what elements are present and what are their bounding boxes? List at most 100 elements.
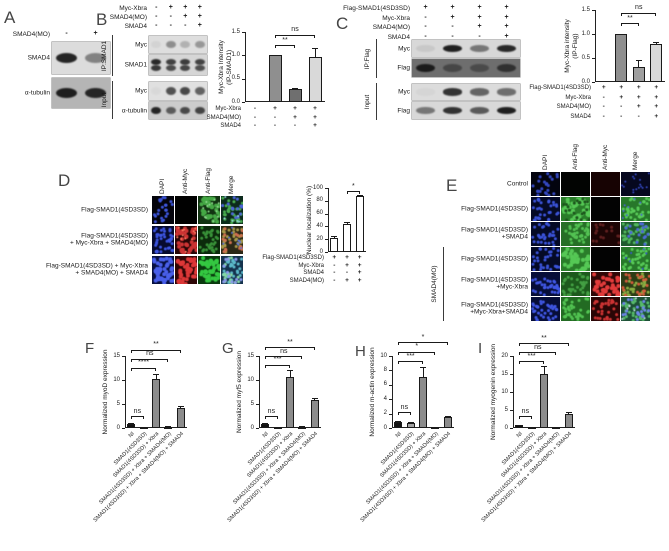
y-tick (592, 34, 595, 35)
y-tick (325, 239, 328, 241)
micro-cell (152, 256, 174, 284)
error-bar (155, 374, 157, 379)
blot-band (442, 44, 463, 53)
y-tick (389, 370, 392, 372)
chart-i: I Normalized myogenin expression 0 5 10 15 20… (468, 334, 628, 548)
y-tick (592, 82, 595, 83)
panel-a-letter: A (4, 8, 16, 27)
x-tick-label: NI (394, 431, 403, 440)
x-tick-label: SMAD1(4SD3SD) + Xbra + SMAD4(MO) + SMAD4 (226, 431, 320, 524)
bar (419, 376, 427, 428)
condition-sign: + (477, 4, 482, 11)
error-bar-cap (311, 397, 318, 399)
y-tick-label: 1.5 (231, 28, 240, 35)
error-bar-cap (153, 374, 159, 376)
bar (164, 426, 173, 429)
matrix-sign: - (253, 105, 257, 112)
y-tick-label: 10 (247, 376, 254, 383)
blot-band (496, 63, 517, 73)
bar (273, 427, 282, 430)
sig-bracket (398, 361, 423, 365)
blot-band (442, 63, 463, 73)
micro-cell (175, 226, 197, 254)
y-tick (389, 399, 392, 401)
condition-sign: + (504, 4, 509, 11)
sig-bracket (265, 356, 303, 359)
matrix-sign: - (253, 122, 257, 129)
sig-bracket (275, 45, 295, 49)
group-label: SMAD4(MO) (430, 265, 438, 303)
bar (310, 399, 319, 428)
y-tick (510, 392, 513, 393)
blot-label: Myc (398, 44, 410, 52)
sig-bracket (265, 347, 315, 351)
blot-band (469, 88, 490, 96)
error-bar-cap (420, 366, 426, 368)
matrix-sign: + (313, 122, 317, 129)
row-label: Flag-SMAD1(4SD3SD) +Myc-Xbra+SMAD4 (461, 301, 528, 316)
micro-cell (152, 226, 174, 254)
y-tick-label: 15 (113, 352, 120, 359)
condition-label: SMAD4(MO) (109, 14, 147, 21)
bar (288, 88, 302, 102)
panel-b: B Myc-Xbra - + + + SMAD4(MO) - - + + SMAD4- - - + IP:S… (96, 2, 222, 132)
matrix-sign: + (601, 84, 606, 91)
bar (443, 417, 452, 428)
condition-label: SMAD4(MO) (12, 31, 50, 38)
micro-cell (175, 196, 197, 224)
blot-band (165, 40, 176, 49)
blot-band (469, 44, 490, 53)
y-tick-label: 0 (250, 424, 254, 431)
y-tick (389, 413, 392, 415)
micro-cell (561, 297, 590, 321)
matrix-sign: - (253, 113, 257, 121)
y-tick-label: 5 (250, 400, 254, 407)
group-line (376, 83, 377, 120)
condition-sign: - (169, 13, 172, 20)
sig-bracket (131, 349, 181, 353)
matrix-sign: + (357, 254, 362, 261)
matrix-label: SMAD4(MO) (289, 277, 324, 284)
col-header-dapi: DAPI (541, 154, 549, 170)
y-tick-label: 6 (383, 381, 387, 388)
bar (515, 425, 524, 428)
blot-box (149, 36, 207, 53)
y-tick (510, 374, 513, 375)
matrix-sign: + (313, 105, 317, 112)
matrix-sign: - (620, 103, 623, 110)
blot-label: α-tubulin (121, 106, 147, 114)
micro-cell (591, 197, 620, 221)
y-tick (122, 380, 125, 381)
micro-cell (531, 222, 560, 246)
micro-cell (152, 196, 174, 224)
y-tick (122, 428, 125, 429)
micro-cell (561, 272, 590, 296)
y-axis-label: Normalized myf5 expression (235, 350, 243, 434)
bar (552, 427, 561, 430)
error-bar-cap (287, 370, 293, 372)
bar (527, 427, 536, 430)
blot-band (85, 88, 106, 98)
condition-sign: + (423, 4, 428, 11)
x-tick-label: SMAD1(4SD3SD) + Xbra + SMAD4(MO) + SMAD4 (359, 431, 453, 524)
micro-cell (531, 272, 560, 296)
group-line (376, 39, 377, 78)
panel-d-letter: D (58, 171, 71, 190)
condition-sign: + (93, 30, 98, 37)
matrix-sign: - (345, 269, 349, 276)
sig-label: **** (138, 359, 150, 367)
sig-bracket (265, 416, 278, 420)
y-tick (242, 55, 245, 57)
sig-label: * (415, 343, 419, 351)
panel-c-letter: C (336, 14, 349, 33)
y-tick-label: 40 (316, 222, 323, 229)
y-tick-label: 4 (383, 395, 387, 402)
bar (355, 196, 364, 252)
panel-h-letter: H (355, 343, 366, 360)
row-label: Flag-SMAD1(4SD3SD) (461, 205, 528, 213)
blot-band (194, 65, 205, 72)
condition-label: Flag-SMAD1(4SD3SD) (343, 5, 410, 12)
micro-cell (591, 222, 620, 246)
error-bar-cap (565, 412, 572, 414)
micro-cell (198, 226, 220, 254)
